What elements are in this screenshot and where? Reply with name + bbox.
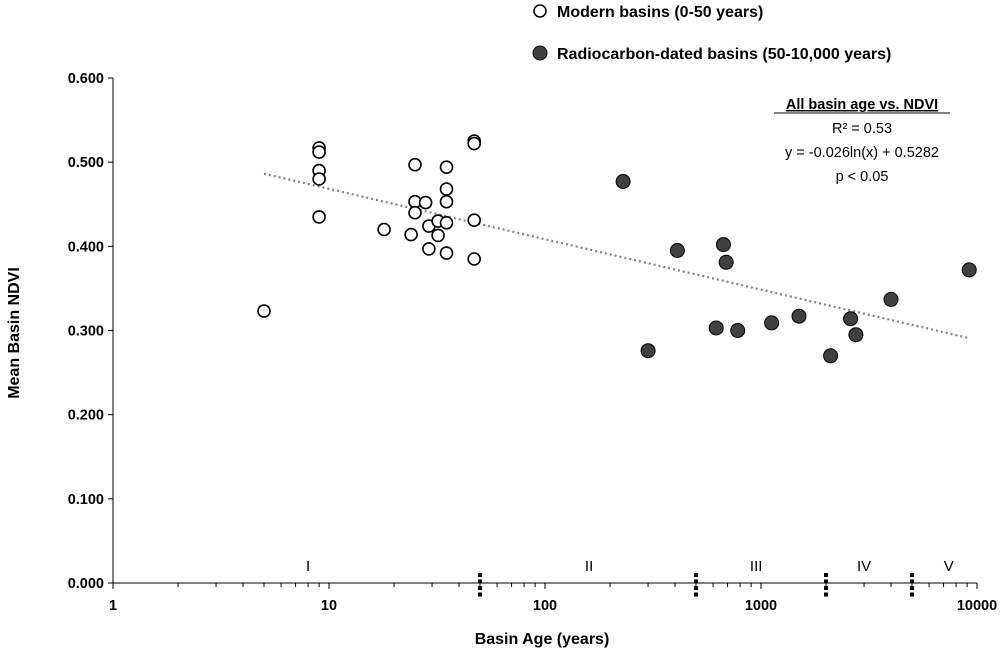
point-modern: [439, 216, 454, 230]
y-tick-label: 0.500: [68, 155, 104, 171]
zone-label: III: [750, 558, 763, 575]
legend-label-radiocarbon: Radiocarbon-dated basins (50-10,000 year…: [557, 46, 891, 63]
point-modern: [439, 160, 454, 174]
point-radiocarbon: [708, 320, 724, 336]
point-radiocarbon: [961, 262, 977, 278]
zone-label: V: [944, 558, 954, 575]
axes: 0.000 0.100 0.200 0.300 0.400 0.500 0.600 1 10 10…: [68, 71, 997, 614]
point-modern: [408, 157, 422, 172]
annotation-title: All basin age vs. NDVI: [786, 97, 938, 113]
point-modern: [377, 222, 391, 237]
x-tick-label: 1000: [745, 598, 777, 614]
annotation-r-squared: R² = 0.53: [832, 121, 892, 137]
x-tick-label: 1: [109, 598, 117, 614]
point-radiocarbon: [843, 311, 859, 327]
point-radiocarbon: [669, 243, 685, 258]
point-modern: [467, 252, 482, 266]
legend-marker-modern: [533, 4, 547, 18]
y-tick-label: 0.000: [68, 576, 104, 592]
point-radiocarbon: [883, 291, 899, 307]
point-modern: [418, 195, 433, 210]
point-radiocarbon: [615, 174, 631, 189]
y-tick-label: 0.600: [68, 71, 104, 87]
legend-marker-radiocarbon: [532, 45, 548, 61]
point-modern: [431, 228, 445, 243]
point-radiocarbon: [640, 343, 656, 359]
point-modern: [312, 145, 326, 159]
point-radiocarbon: [718, 254, 734, 270]
point-radiocarbon: [730, 323, 746, 338]
regression-annotation: All basin age vs. NDVI R² = 0.53 y = -0.…: [774, 97, 950, 185]
point-radiocarbon: [848, 327, 864, 343]
point-modern: [439, 246, 454, 260]
point-radiocarbon: [764, 315, 780, 331]
point-modern: [312, 172, 326, 186]
zone-label: I: [306, 558, 310, 575]
legend-label-modern: Modern basins (0-50 years): [557, 4, 763, 21]
point-modern: [439, 182, 454, 196]
point-radiocarbon: [715, 237, 731, 253]
point-modern: [439, 194, 454, 209]
point-modern: [404, 227, 418, 242]
annotation-equation: y = -0.026ln(x) + 0.5282: [785, 145, 939, 161]
x-tick-label: 10000: [957, 598, 997, 614]
x-axis-title: Basin Age (years): [475, 631, 610, 648]
point-radiocarbon: [823, 348, 839, 364]
y-tick-label: 0.300: [68, 324, 104, 340]
trendline-layer: [263, 172, 970, 340]
point-radiocarbon: [791, 308, 807, 324]
trendline: [263, 172, 970, 340]
annotation-p-value: p < 0.05: [836, 169, 889, 185]
data-points: [257, 134, 977, 364]
point-modern: [312, 210, 326, 224]
y-tick-label: 0.200: [68, 408, 104, 424]
point-modern: [408, 205, 422, 220]
legend: Modern basins (0-50 years) Radiocarbon-d…: [532, 4, 891, 63]
y-tick-label: 0.400: [68, 239, 104, 255]
point-modern: [422, 242, 436, 256]
zone-label: II: [585, 558, 593, 575]
point-modern: [467, 136, 482, 151]
x-tick-label: 10: [321, 598, 337, 614]
point-modern: [257, 304, 271, 318]
point-modern: [467, 213, 482, 227]
zone-label: IV: [857, 558, 871, 575]
y-tick-label: 0.100: [68, 492, 104, 508]
x-tick-label: 100: [533, 598, 557, 614]
y-axis-title: Mean Basin NDVI: [6, 267, 23, 399]
age-zones: I II III IV V: [306, 558, 954, 597]
